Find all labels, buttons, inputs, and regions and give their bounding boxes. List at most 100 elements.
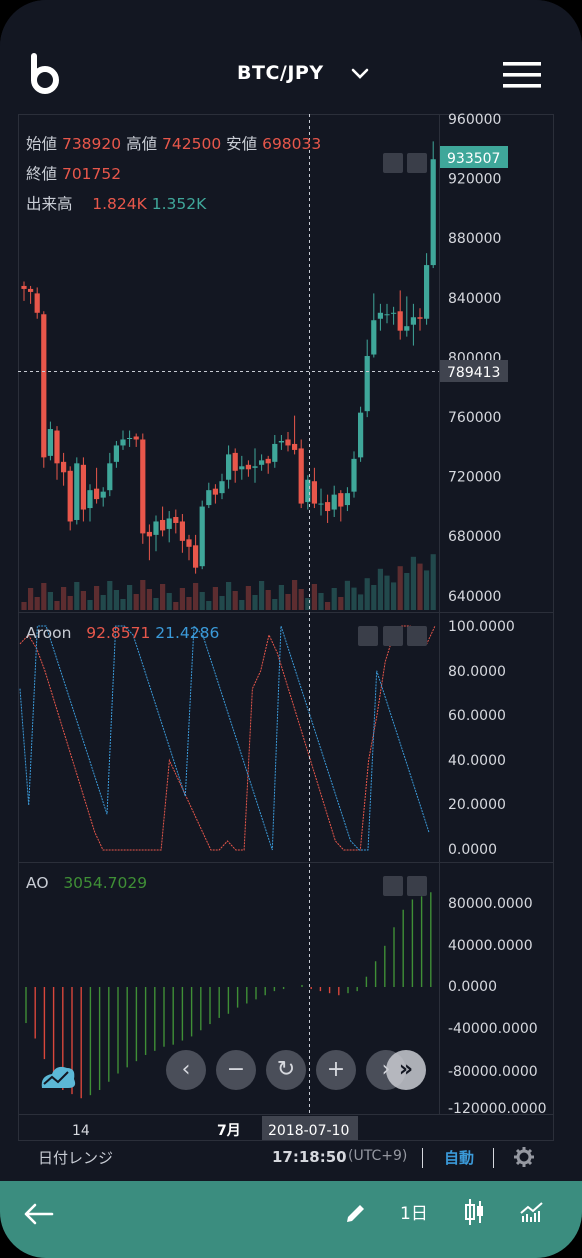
zoom-in-button[interactable]: + — [316, 1050, 356, 1090]
volume-bar — [179, 588, 185, 610]
pencil-icon[interactable] — [344, 1201, 368, 1225]
candle-body — [397, 311, 403, 331]
volume-bar — [107, 581, 113, 610]
volume-bar — [206, 601, 212, 610]
price-axis-tick: 880000 — [448, 231, 501, 247]
ao-axis-tick: 0.0000 — [448, 979, 497, 995]
volume-bar — [41, 583, 47, 610]
volume-down-value: 1.352K — [151, 195, 207, 213]
volume-bars — [21, 554, 436, 610]
price-axis-tick: 720000 — [448, 470, 501, 486]
candle-body — [67, 470, 73, 522]
candle-body — [193, 545, 199, 568]
close-value: 701752 — [61, 165, 122, 183]
price-chart[interactable]: 9600009200008800008400008000007600007200… — [0, 110, 582, 1180]
indicator-icon[interactable] — [520, 1201, 544, 1223]
divider — [493, 1148, 494, 1168]
currency-pair-title[interactable]: BTC/JPY — [237, 62, 324, 84]
volume-bar — [351, 587, 357, 610]
volume-bar — [311, 584, 317, 610]
candle-body — [371, 320, 377, 355]
candle-body — [430, 159, 436, 266]
chart-toolbar: 日付レンジ 17:18:50 (UTC+9) 自動 — [0, 1141, 582, 1179]
cursor-date-badge: 2018-07-10 — [268, 1123, 349, 1139]
ao-axis-tick: -80000.0000 — [448, 1064, 538, 1080]
volume-bar — [199, 592, 205, 610]
volume-bar — [186, 597, 192, 610]
volume-bar — [424, 570, 430, 610]
timezone-label[interactable]: (UTC+9) — [348, 1148, 408, 1164]
aroon-label: Aroon — [26, 624, 72, 642]
volume-bar — [259, 581, 265, 610]
volume-bar — [397, 566, 403, 610]
candle-body — [21, 285, 27, 289]
candle-body — [54, 430, 60, 464]
candle-body — [74, 463, 80, 520]
aroon-legend[interactable]: Aroon 92.8571 21.4286 — [26, 624, 219, 642]
price-axis-tick: 920000 — [448, 172, 501, 188]
price-axis-tick: 760000 — [448, 410, 501, 426]
interval-button[interactable]: 1日 — [400, 1204, 428, 1224]
auto-scale-button[interactable]: 自動 — [444, 1149, 475, 1167]
time-axis-tick: 14 — [72, 1123, 90, 1139]
price-axis-tick: 840000 — [448, 291, 501, 307]
candle-body — [127, 437, 133, 439]
ao-legend[interactable]: AO 3054.7029 — [26, 874, 147, 892]
volume-bar — [146, 589, 152, 610]
candle-body — [239, 466, 245, 470]
candle-body — [331, 494, 337, 510]
volume-bar — [133, 594, 139, 610]
candle-body — [259, 460, 265, 465]
scroll-left-button[interactable]: ‹ — [166, 1050, 206, 1090]
pane-buttons[interactable] — [358, 153, 427, 896]
candle-body — [265, 458, 271, 464]
ohlc-row-2: 終値 701752 — [26, 162, 121, 184]
aroon-axis-tick: 0.0000 — [448, 842, 497, 858]
scroll-to-end-button[interactable]: » — [386, 1050, 426, 1090]
current-price-badge: 933507 — [447, 151, 500, 167]
candle-body — [245, 464, 251, 470]
high-label: 高値 — [126, 135, 158, 153]
volume-bar — [193, 583, 199, 610]
low-value: 698033 — [262, 135, 322, 153]
ao-label: AO — [26, 874, 49, 892]
aroon-down-value: 21.4286 — [155, 624, 220, 642]
volume-bar — [331, 588, 337, 610]
candle-body — [107, 463, 113, 491]
volume-bar — [80, 591, 86, 610]
candle-body — [417, 317, 423, 319]
aroon-axis-tick: 40.0000 — [448, 753, 506, 769]
date-range-button[interactable]: 日付レンジ — [38, 1149, 114, 1167]
gear-icon[interactable] — [514, 1147, 534, 1167]
bitbank-logo-icon[interactable] — [26, 52, 66, 96]
chevron-down-icon[interactable] — [350, 66, 370, 82]
candle-body — [410, 317, 416, 325]
volume-bar — [74, 582, 80, 610]
volume-bar — [34, 597, 40, 610]
volume-bar — [265, 590, 271, 610]
candle-body — [87, 490, 93, 509]
candle-body — [344, 493, 350, 506]
reset-zoom-button[interactable]: ↻ — [266, 1050, 306, 1090]
arrow-left-icon[interactable] — [24, 1203, 54, 1225]
candle-body — [285, 439, 291, 446]
volume-bar — [212, 587, 218, 610]
divider — [422, 1148, 423, 1168]
cursor-date-badge-bg — [262, 1116, 358, 1140]
cursor-price-badge-bg — [440, 360, 508, 382]
volume-bar — [61, 587, 67, 610]
volume-bar — [384, 575, 390, 610]
ohlc-row-1: 始値 738920 高値 742500 安値 698033 — [26, 132, 321, 154]
bottom-nav-bar: 1日 — [0, 1181, 582, 1258]
volume-bar — [417, 563, 423, 610]
candle-body — [318, 503, 324, 505]
hamburger-menu-icon[interactable] — [503, 62, 541, 88]
zoom-out-button[interactable]: − — [216, 1050, 256, 1090]
aroon-up-line — [19, 625, 436, 851]
volume-bar — [305, 598, 311, 610]
candlestick-icon[interactable] — [464, 1197, 486, 1227]
cloud-chart-icon[interactable] — [41, 1066, 76, 1088]
ao-axis-tick: -120000.0000 — [448, 1101, 547, 1117]
volume-bar — [120, 599, 126, 610]
candle-body — [305, 479, 311, 503]
